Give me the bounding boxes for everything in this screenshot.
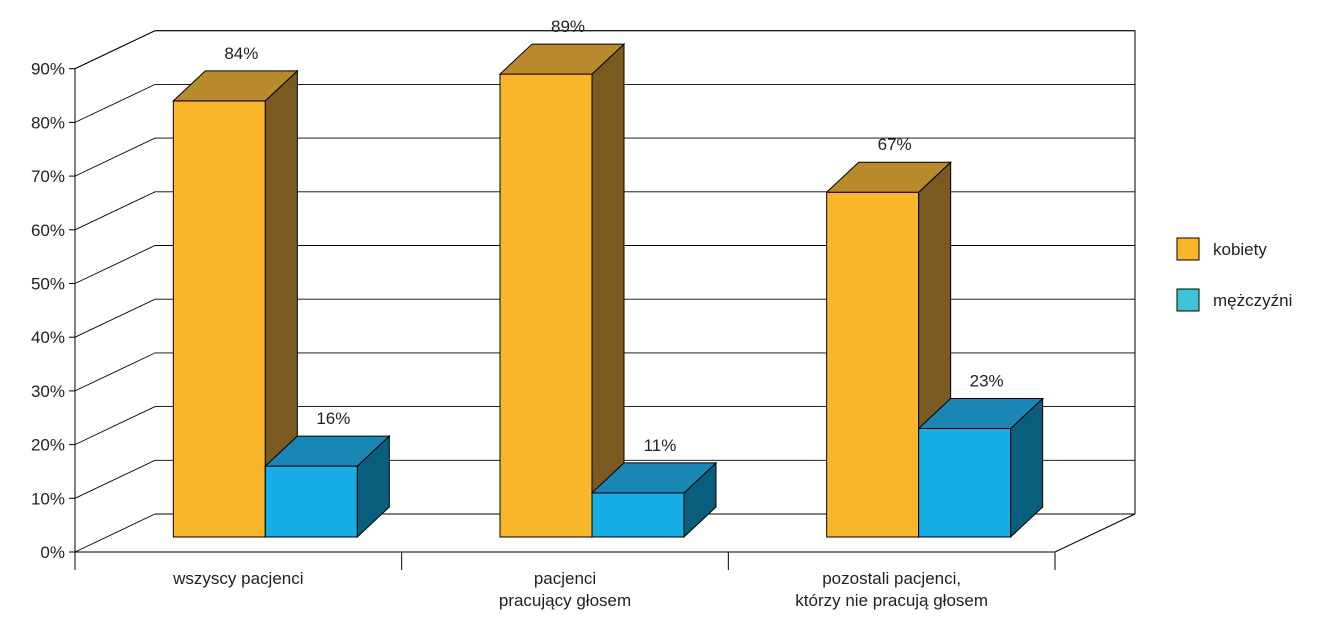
bar-front bbox=[826, 191, 920, 538]
x-tick-label: pozostali pacjenci, bbox=[822, 569, 961, 588]
data-labels: 84% 89% 67% 16% 11% 23% bbox=[224, 17, 1003, 455]
y-tick-label: 30% bbox=[31, 382, 65, 401]
y-tick-label: 60% bbox=[31, 221, 65, 240]
legend-swatch bbox=[1176, 288, 1200, 312]
data-label: 11% bbox=[644, 436, 677, 455]
gridline bbox=[74, 245, 1135, 284]
gridline bbox=[74, 30, 1135, 70]
bar-front bbox=[172, 100, 266, 538]
data-label: 89% bbox=[551, 17, 585, 36]
data-label: 23% bbox=[970, 371, 1004, 390]
legend-label: kobiety bbox=[1213, 240, 1267, 259]
bar-top bbox=[917, 397, 1044, 429]
gridline bbox=[74, 191, 1135, 231]
legend-swatch bbox=[1176, 237, 1200, 261]
bar-top bbox=[172, 70, 299, 102]
gridline bbox=[74, 137, 1135, 177]
bar-top bbox=[825, 161, 952, 193]
data-label: 84% bbox=[224, 44, 258, 63]
data-label: 16% bbox=[316, 409, 350, 428]
x-axis: wszyscy pacjenci pacjenci pracujący głosem… bbox=[74, 552, 1056, 610]
bars bbox=[172, 42, 1044, 539]
x-tick-label: wszyscy pacjenci bbox=[172, 569, 303, 588]
y-tick-label: 40% bbox=[31, 328, 65, 347]
y-axis: 0% 10% 20% 30% 40% 50% 60% 70% 80% 90% bbox=[31, 60, 76, 562]
gridline bbox=[74, 459, 1135, 499]
data-label: 67% bbox=[878, 135, 912, 154]
gridline bbox=[74, 83, 1135, 123]
x-tick-label: pacjenci bbox=[534, 569, 596, 588]
y-tick-label: 10% bbox=[31, 489, 65, 508]
x-tick-label: pracujący głosem bbox=[499, 591, 631, 610]
legend-label: mężczyźni bbox=[1213, 291, 1292, 310]
bar-top bbox=[498, 43, 626, 75]
x-tick-label: którzy nie pracują głosem bbox=[795, 591, 988, 610]
bar-front bbox=[918, 427, 1012, 538]
bar-top bbox=[264, 435, 391, 467]
gridline bbox=[74, 298, 1135, 338]
bar-top bbox=[590, 462, 718, 494]
bar-front bbox=[591, 492, 685, 538]
y-tick-label: 70% bbox=[31, 167, 65, 186]
gridline bbox=[74, 406, 1135, 446]
y-tick-label: 0% bbox=[40, 543, 65, 562]
bar-side bbox=[591, 42, 625, 539]
y-tick-label: 90% bbox=[31, 60, 65, 79]
gridline bbox=[74, 352, 1135, 392]
y-tick-label: 80% bbox=[31, 113, 65, 132]
y-tick-label: 20% bbox=[31, 436, 65, 455]
bar-front bbox=[264, 465, 358, 538]
bar-front bbox=[499, 73, 593, 538]
legend: kobiety mężczyźni bbox=[1176, 237, 1292, 312]
y-tick-label: 50% bbox=[31, 275, 65, 294]
floor-depth-edge bbox=[74, 513, 156, 553]
